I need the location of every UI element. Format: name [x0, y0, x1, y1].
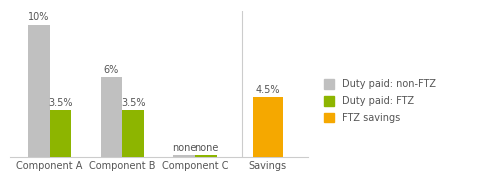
Bar — [122, 110, 144, 157]
Text: 4.5%: 4.5% — [255, 85, 279, 95]
Bar — [28, 25, 49, 157]
Text: 10%: 10% — [28, 12, 49, 22]
Legend: Duty paid: non-FTZ, Duty paid: FTZ, FTZ savings: Duty paid: non-FTZ, Duty paid: FTZ, FTZ … — [319, 75, 439, 127]
Text: none: none — [172, 143, 196, 153]
Text: 6%: 6% — [104, 65, 119, 75]
Bar — [100, 77, 122, 157]
Bar — [252, 97, 283, 157]
Text: 3.5%: 3.5% — [121, 98, 145, 108]
Bar — [173, 155, 195, 157]
Bar — [195, 155, 216, 157]
Bar — [49, 110, 72, 157]
Text: 3.5%: 3.5% — [48, 98, 72, 108]
Text: none: none — [193, 143, 218, 153]
